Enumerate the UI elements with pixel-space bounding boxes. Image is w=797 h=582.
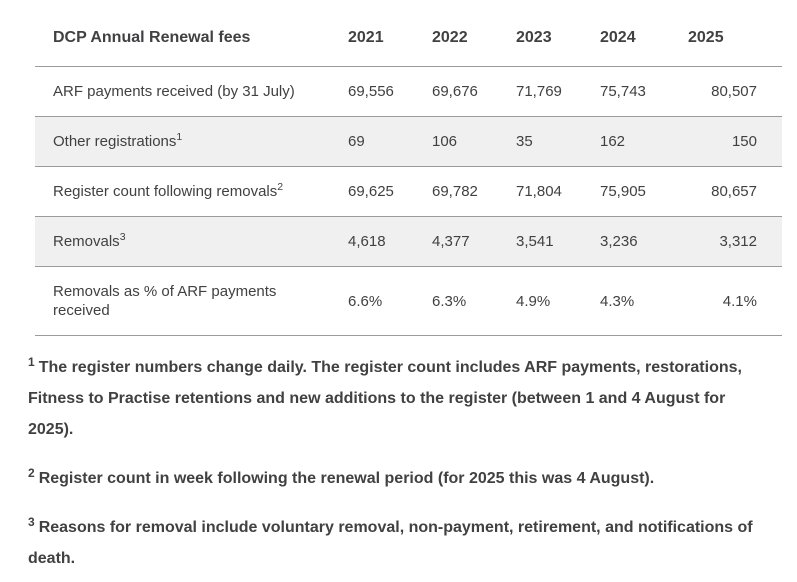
row-label: Removals <box>53 233 120 250</box>
cell-value: 106 <box>424 116 508 167</box>
table-row-removals-percent: Removals as % of ARF payments received 6… <box>35 266 782 336</box>
column-header-2023: 2023 <box>508 8 592 67</box>
table-title: DCP Annual Renewal fees <box>35 8 340 67</box>
cell-value: 75,905 <box>592 166 676 217</box>
footnote-2: 2 Register count in week following the re… <box>28 463 773 494</box>
cell-value: 69,782 <box>424 166 508 217</box>
row-label: Removals as % of ARF payments received <box>53 283 277 319</box>
table-row-arf-payments: ARF payments received (by 31 July) 69,55… <box>35 66 782 117</box>
cell-value: 71,804 <box>508 166 592 217</box>
footnote-3: 3 Reasons for removal include voluntary r… <box>28 512 773 574</box>
footnote-3-text: Reasons for removal include voluntary re… <box>28 519 753 567</box>
cell-value: 4.3% <box>592 266 676 336</box>
cell-value: 80,507 <box>676 66 782 117</box>
cell-value: 4.1% <box>676 266 782 336</box>
column-header-2021: 2021 <box>340 8 424 67</box>
cell-value: 4.9% <box>508 266 592 336</box>
table-row-removals: Removals3 4,618 4,377 3,541 3,236 3,312 <box>35 216 782 267</box>
cell-value: 69,676 <box>424 66 508 117</box>
row-label-cell: Removals as % of ARF payments received <box>35 266 340 336</box>
cell-value: 4,618 <box>340 216 424 267</box>
row-label-cell: Removals3 <box>35 216 340 267</box>
footnote-marker: 3 <box>119 231 126 243</box>
column-header-2024: 2024 <box>592 8 676 67</box>
table-row-other-registrations: Other registrations1 69 106 35 162 150 <box>35 116 782 167</box>
row-label: ARF payments received (by 31 July) <box>53 83 295 100</box>
footnote-1-marker: 1 <box>28 354 35 369</box>
column-header-2025: 2025 <box>676 8 782 67</box>
row-label-cell: Other registrations1 <box>35 116 340 167</box>
cell-value: 6.6% <box>340 266 424 336</box>
row-label-cell: ARF payments received (by 31 July) <box>35 66 340 117</box>
cell-value: 35 <box>508 116 592 167</box>
footnote-2-marker: 2 <box>28 465 35 480</box>
cell-value: 71,769 <box>508 66 592 117</box>
footnotes: 1 The register numbers change daily. The … <box>28 352 773 574</box>
footnote-marker: 2 <box>277 181 284 193</box>
cell-value: 3,312 <box>676 216 782 267</box>
row-label: Register count following removals <box>53 183 278 200</box>
cell-value: 162 <box>592 116 676 167</box>
cell-value: 80,657 <box>676 166 782 217</box>
cell-value: 150 <box>676 116 782 167</box>
row-label-cell: Register count following removals2 <box>35 166 340 217</box>
cell-value: 6.3% <box>424 266 508 336</box>
renewal-fees-table: DCP Annual Renewal fees 2021 2022 2023 2… <box>35 8 782 336</box>
cell-value: 75,743 <box>592 66 676 117</box>
table-row-register-count: Register count following removals2 69,62… <box>35 166 782 217</box>
cell-value: 3,236 <box>592 216 676 267</box>
row-label: Other registrations <box>53 133 177 150</box>
footnote-3-marker: 3 <box>28 514 35 529</box>
cell-value: 69,625 <box>340 166 424 217</box>
footnote-2-text: Register count in week following the ren… <box>38 470 655 487</box>
cell-value: 69 <box>340 116 424 167</box>
table-header-row: DCP Annual Renewal fees 2021 2022 2023 2… <box>35 8 782 67</box>
cell-value: 4,377 <box>424 216 508 267</box>
footnote-1: 1 The register numbers change daily. The … <box>28 352 773 445</box>
cell-value: 3,541 <box>508 216 592 267</box>
footnote-marker: 1 <box>176 131 183 143</box>
cell-value: 69,556 <box>340 66 424 117</box>
footnote-1-text: The register numbers change daily. The r… <box>28 359 742 438</box>
column-header-2022: 2022 <box>424 8 508 67</box>
